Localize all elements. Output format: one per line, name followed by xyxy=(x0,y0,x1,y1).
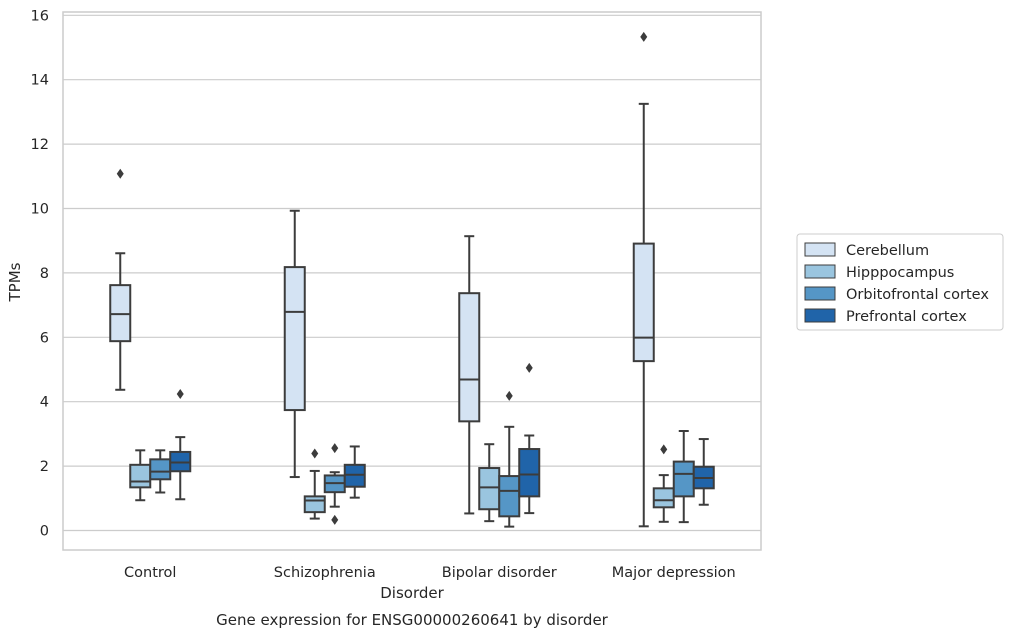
box-orbitofrontal-cortex xyxy=(672,430,695,524)
x-tick-label: Bipolar disorder xyxy=(442,565,557,581)
legend-swatch xyxy=(804,264,836,279)
box-hipppocampus xyxy=(303,448,326,520)
outlier-point xyxy=(660,444,668,455)
box-orbitofrontal-cortex xyxy=(149,449,172,494)
box-iqr xyxy=(478,467,501,511)
x-tick-label: Schizophrenia xyxy=(274,565,376,581)
legend-swatch xyxy=(804,308,836,323)
box-orbitofrontal-cortex xyxy=(323,443,346,525)
y-tick-label: 6 xyxy=(40,330,49,346)
x-tick-label: Major depression xyxy=(612,565,736,581)
box-iqr xyxy=(458,292,481,423)
box-hipppocampus xyxy=(652,444,675,523)
legend-label: Cerebellum xyxy=(846,243,929,259)
box-iqr xyxy=(129,463,152,489)
box-cerebellum xyxy=(109,168,132,391)
outlier-point xyxy=(640,31,648,42)
y-gridlines xyxy=(63,14,761,532)
y-tick-label: 10 xyxy=(31,202,49,218)
chart-title: Gene expression for ENSG00000260641 by d… xyxy=(216,611,609,629)
box-cerebellum xyxy=(632,31,655,528)
legend-label: Hipppocampus xyxy=(846,265,954,281)
legend: Cerebellum Hipppocampus Orbitofrontal cort… xyxy=(796,233,1004,331)
box-iqr xyxy=(518,448,541,498)
y-axis-label: TPMs xyxy=(6,262,24,302)
y-tick-label: 2 xyxy=(40,459,49,475)
box-prefrontal-cortex xyxy=(169,388,192,501)
box-cerebellum xyxy=(458,235,481,515)
y-tick-label: 12 xyxy=(31,137,49,153)
legend-frame xyxy=(796,233,1004,331)
legend-swatch xyxy=(804,286,836,301)
box-iqr xyxy=(672,460,695,498)
box-iqr xyxy=(283,266,306,412)
x-tick-label: Control xyxy=(124,565,176,581)
plot-frame xyxy=(62,11,762,551)
legend-swatch xyxy=(804,242,836,257)
legend-label: Prefrontal cortex xyxy=(846,309,967,325)
y-tick-label: 4 xyxy=(40,395,49,411)
box-iqr xyxy=(632,242,655,363)
outlier-point xyxy=(311,448,319,459)
plot-boxes xyxy=(109,31,715,528)
x-tick-labels: Control Schizophrenia Bipolar disorder Majo… xyxy=(124,565,736,581)
box-cerebellum xyxy=(283,209,306,479)
box-iqr xyxy=(303,495,326,514)
outlier-point xyxy=(331,514,339,525)
y-tick-labels: 0 2 4 6 8 10 12 14 16 xyxy=(31,8,49,539)
box-iqr xyxy=(149,458,172,481)
box-iqr xyxy=(652,487,675,509)
y-tick-label: 8 xyxy=(40,266,49,282)
legend-label: Orbitofrontal cortex xyxy=(846,287,989,303)
x-axis-label: Disorder xyxy=(380,584,444,602)
box-prefrontal-cortex xyxy=(343,445,366,499)
box-orbitofrontal-cortex xyxy=(498,390,521,528)
outlier-point xyxy=(525,362,533,373)
box-prefrontal-cortex xyxy=(692,438,715,506)
box-hipppocampus xyxy=(478,443,501,523)
outlier-point xyxy=(116,168,124,179)
box-iqr xyxy=(498,475,521,518)
box-hipppocampus xyxy=(129,449,152,502)
y-tick-label: 16 xyxy=(31,8,49,24)
box-prefrontal-cortex xyxy=(518,362,541,515)
outlier-point xyxy=(505,390,513,401)
y-tick-label: 14 xyxy=(31,73,49,89)
outlier-point xyxy=(331,443,339,454)
y-tick-label: 0 xyxy=(40,524,49,540)
outlier-point xyxy=(176,388,184,399)
